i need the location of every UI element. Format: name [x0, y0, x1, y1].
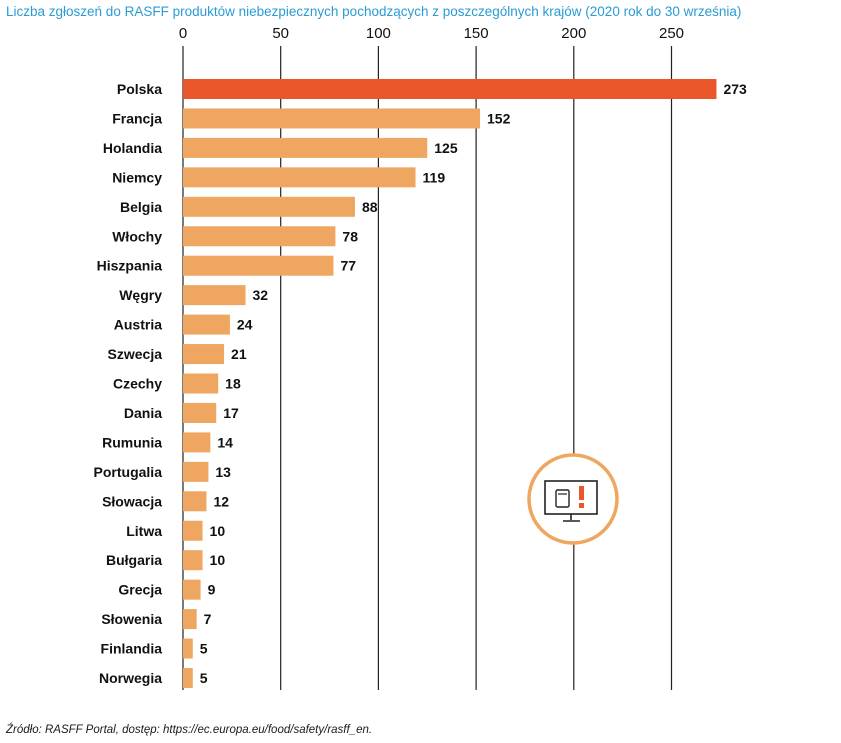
value-label: 32	[253, 287, 269, 303]
value-label: 152	[487, 110, 511, 126]
bar	[183, 314, 230, 335]
bar	[183, 255, 334, 276]
value-label: 119	[423, 169, 446, 185]
bar	[183, 402, 217, 423]
x-tick-label: 50	[272, 25, 289, 42]
category-label: Hiszpania	[97, 258, 163, 274]
x-tick-label: 100	[366, 25, 391, 42]
value-label: 10	[210, 552, 226, 568]
bar	[183, 373, 219, 394]
value-label: 21	[231, 346, 247, 362]
category-label: Francja	[112, 110, 162, 126]
bar	[183, 108, 481, 129]
bar	[183, 79, 717, 99]
bar	[183, 226, 336, 247]
bar	[183, 196, 355, 217]
value-label: 17	[223, 405, 239, 421]
category-label: Bułgaria	[106, 552, 162, 568]
value-label: 14	[217, 434, 233, 450]
category-label: Rumunia	[102, 434, 162, 450]
category-label: Dania	[124, 405, 162, 421]
bar	[183, 137, 428, 158]
category-label: Austria	[114, 317, 162, 333]
bar	[183, 167, 416, 188]
bar	[183, 461, 209, 482]
value-label: 78	[342, 228, 358, 244]
category-label: Włochy	[112, 228, 162, 244]
x-axis-ticks: 0 50 100 150 200 250	[179, 25, 684, 42]
category-label: Szwecja	[108, 346, 163, 362]
category-label: Słowacja	[102, 493, 162, 509]
category-label: Norwegia	[99, 670, 162, 686]
value-label: 18	[225, 376, 241, 392]
category-label: Portugalia	[94, 464, 163, 480]
value-label: 13	[215, 464, 231, 480]
bar	[183, 491, 207, 512]
source-note: Źródło: RASFF Portal, dostęp: https://ec…	[6, 724, 373, 736]
value-label: 10	[210, 523, 226, 539]
category-label: Finlandia	[101, 641, 163, 657]
category-label: Słowenia	[101, 611, 162, 627]
value-label: 125	[434, 140, 458, 156]
bar	[183, 432, 211, 453]
bars	[183, 79, 717, 688]
value-label: 9	[208, 582, 216, 598]
bar	[183, 579, 201, 600]
bar	[183, 550, 203, 571]
category-label: Węgry	[119, 287, 162, 303]
category-label: Niemcy	[112, 169, 162, 185]
x-tick-label: 250	[659, 25, 684, 42]
x-tick-label: 0	[179, 25, 187, 42]
value-label: 273	[723, 81, 747, 97]
bar	[183, 344, 225, 365]
category-label: Czechy	[113, 376, 162, 392]
value-label: 88	[362, 199, 378, 215]
bar	[183, 520, 203, 541]
value-label: 12	[213, 493, 229, 509]
bar	[183, 638, 193, 659]
category-label: Belgia	[120, 199, 162, 215]
value-label: 5	[200, 641, 208, 657]
value-label: 24	[237, 317, 253, 333]
bar	[183, 285, 246, 306]
category-label: Polska	[117, 81, 162, 97]
bar	[183, 668, 193, 688]
value-label: 77	[340, 258, 356, 274]
x-tick-label: 150	[464, 25, 489, 42]
value-label: 5	[200, 670, 208, 686]
x-tick-label: 200	[561, 25, 586, 42]
category-label: Holandia	[103, 140, 162, 156]
bar	[183, 609, 197, 630]
category-label: Litwa	[126, 523, 162, 539]
category-labels: Polska Francja Holandia Niemcy Belgia Włochy H…	[94, 81, 163, 686]
category-label: Grecja	[118, 582, 162, 598]
monitor-alert-icon	[527, 453, 619, 545]
chart-title: Liczba zgłoszeń do RASFF produktów niebe…	[6, 4, 742, 19]
value-label: 7	[204, 611, 212, 627]
